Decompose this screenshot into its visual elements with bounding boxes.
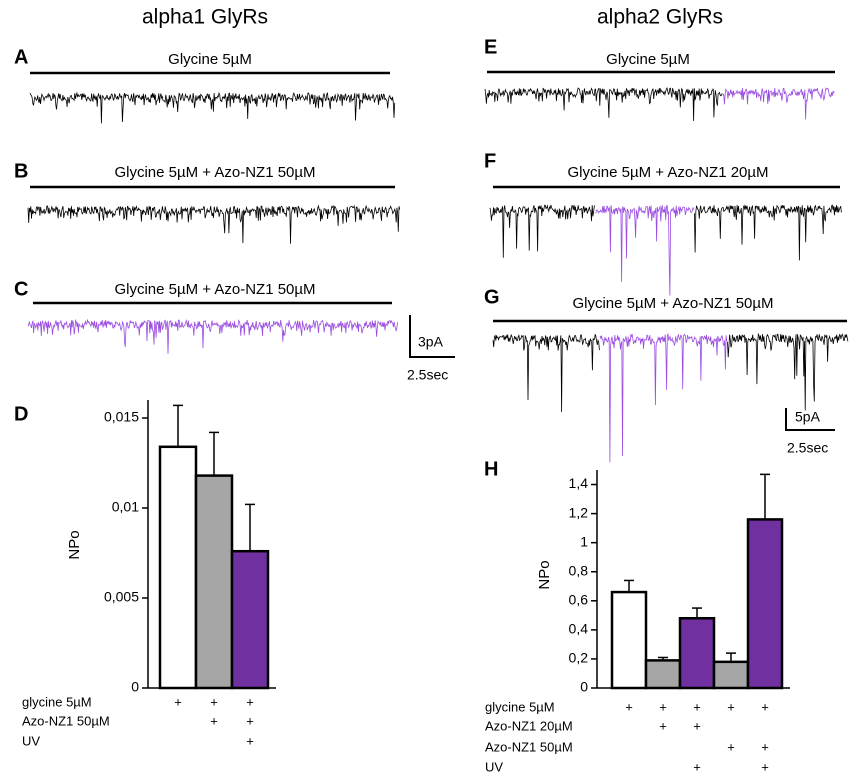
current-trace <box>27 318 398 354</box>
panel-label: G <box>484 286 500 308</box>
condition-mark: + <box>246 694 254 709</box>
condition-mark: + <box>210 713 218 728</box>
condition-name: Azo-NZ1 50µM <box>485 739 573 754</box>
panel-label: F <box>484 150 496 172</box>
condition-mark: + <box>727 739 735 754</box>
y-axis-label: NPo <box>536 560 553 589</box>
condition-mark: + <box>659 699 667 714</box>
bar <box>712 660 750 690</box>
current-trace <box>484 86 723 121</box>
trace-title: Glycine 5µM + Azo-NZ1 50µM <box>114 281 315 298</box>
panel-label: B <box>14 160 28 182</box>
y-tick-label: 0,4 <box>569 621 589 637</box>
trace-title: Glycine 5µM + Azo-NZ1 50µM <box>572 295 773 312</box>
panel-label: H <box>484 458 498 480</box>
column-title: alpha2 GlyRs <box>597 6 723 29</box>
y-axis-label: NPo <box>66 530 83 559</box>
y-tick-label: 1 <box>580 533 588 549</box>
bar <box>158 445 198 690</box>
scale-bar-x: 2.5sec <box>787 440 828 456</box>
y-tick-label: 0 <box>131 679 139 695</box>
condition-name: UV <box>22 733 40 748</box>
bar <box>610 590 648 690</box>
bar <box>194 474 234 690</box>
current-trace <box>27 204 401 244</box>
condition-mark: + <box>659 718 667 733</box>
trace-title: Glycine 5µM + Azo-NZ1 20µM <box>567 164 768 181</box>
panel-label: A <box>14 46 28 68</box>
current-trace <box>492 332 849 413</box>
panel-label: C <box>14 278 28 300</box>
current-trace <box>595 204 695 296</box>
condition-name: Azo-NZ1 20µM <box>485 718 573 733</box>
bar <box>644 659 682 690</box>
bar <box>678 616 716 690</box>
scale-bar <box>785 408 835 431</box>
y-tick-label: 0,6 <box>569 592 589 608</box>
bar <box>746 518 784 690</box>
condition-mark: + <box>727 699 735 714</box>
y-tick-label: 1,4 <box>569 475 589 491</box>
condition-mark: + <box>246 733 254 748</box>
y-tick-label: 0,015 <box>104 409 139 425</box>
condition-mark: + <box>693 699 701 714</box>
condition-name: Azo-NZ1 50µM <box>22 713 110 728</box>
y-tick-label: 1,2 <box>569 504 589 520</box>
trace-title: Glycine 5µM <box>606 51 690 68</box>
trace-title: Glycine 5µM <box>168 51 252 68</box>
scale-bar-y: 3pA <box>418 334 444 350</box>
condition-name: glycine 5µM <box>485 699 555 714</box>
scale-bar-x: 2.5sec <box>407 367 448 383</box>
panel-label: E <box>484 36 497 58</box>
condition-mark: + <box>625 699 633 714</box>
bar <box>230 549 270 690</box>
current-trace <box>599 332 728 463</box>
condition-mark: + <box>246 713 254 728</box>
condition-mark: + <box>761 699 769 714</box>
y-tick-label: 0,2 <box>569 650 589 666</box>
condition-name: glycine 5µM <box>22 694 92 709</box>
y-tick-label: 0,005 <box>104 589 139 605</box>
condition-mark: + <box>174 694 182 709</box>
y-tick-label: 0,01 <box>112 499 139 515</box>
scale-bar <box>409 315 455 358</box>
condition-mark: + <box>761 759 769 774</box>
condition-mark: + <box>761 739 769 754</box>
current-trace <box>29 91 396 124</box>
condition-mark: + <box>210 694 218 709</box>
current-trace <box>722 87 835 120</box>
column-title: alpha1 GlyRs <box>142 6 268 29</box>
y-tick-label: 0,8 <box>569 562 589 578</box>
y-tick-label: 0 <box>580 679 588 695</box>
scale-bar-y: 5pA <box>795 409 821 425</box>
trace-title: Glycine 5µM + Azo-NZ1 50µM <box>114 164 315 181</box>
condition-mark: + <box>693 759 701 774</box>
current-trace <box>489 204 842 261</box>
condition-name: UV <box>485 759 503 774</box>
panel-label: D <box>14 403 28 425</box>
condition-mark: + <box>693 718 701 733</box>
